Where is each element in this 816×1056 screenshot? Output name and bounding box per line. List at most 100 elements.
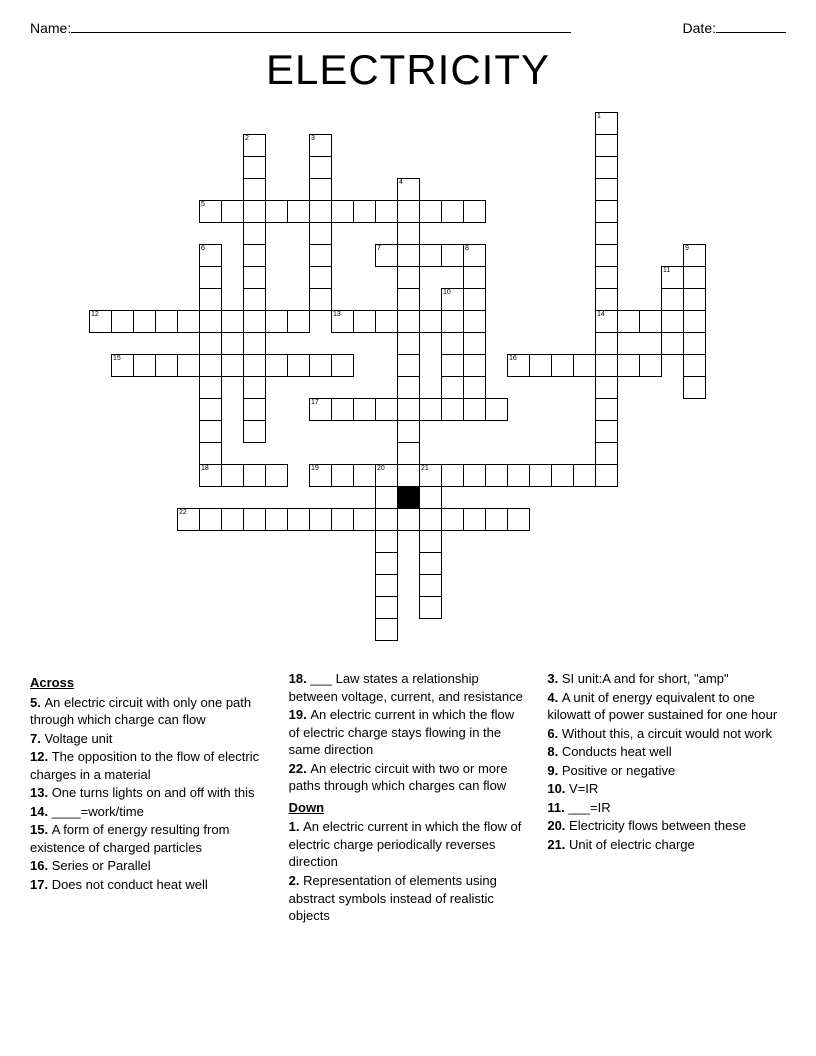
grid-cell[interactable] [155,310,178,333]
grid-cell[interactable] [243,288,266,311]
grid-cell[interactable] [243,464,266,487]
grid-cell[interactable] [243,222,266,245]
name-field[interactable]: Name: [30,20,571,36]
grid-cell[interactable] [309,508,332,531]
grid-cell[interactable] [419,530,442,553]
grid-cell[interactable] [133,354,156,377]
grid-cell[interactable] [199,508,222,531]
grid-cell[interactable] [331,508,354,531]
grid-cell[interactable]: 13 [331,310,354,333]
grid-cell[interactable] [683,332,706,355]
grid-cell[interactable] [309,244,332,267]
grid-cell[interactable] [441,310,464,333]
grid-cell[interactable]: 10 [441,288,464,311]
grid-cell[interactable] [243,332,266,355]
grid-cell[interactable] [595,420,618,443]
grid-cell[interactable] [595,156,618,179]
grid-cell[interactable] [441,200,464,223]
grid-cell[interactable] [287,310,310,333]
grid-cell[interactable] [397,420,420,443]
grid-cell[interactable] [639,354,662,377]
grid-cell[interactable] [375,508,398,531]
grid-cell[interactable] [353,200,376,223]
grid-cell[interactable] [595,266,618,289]
grid-cell[interactable] [199,288,222,311]
grid-cell[interactable] [177,310,200,333]
grid-cell[interactable] [331,398,354,421]
grid-cell[interactable] [375,398,398,421]
grid-cell[interactable] [243,178,266,201]
grid-cell[interactable]: 2 [243,134,266,157]
grid-cell[interactable] [463,200,486,223]
grid-cell[interactable] [155,354,178,377]
grid-cell[interactable] [243,156,266,179]
grid-cell[interactable] [375,596,398,619]
grid-cell[interactable] [419,398,442,421]
grid-cell[interactable] [309,156,332,179]
name-line[interactable] [71,32,571,33]
grid-cell[interactable] [485,464,508,487]
grid-cell[interactable] [595,376,618,399]
grid-cell[interactable]: 5 [199,200,222,223]
grid-cell[interactable] [199,376,222,399]
date-field[interactable]: Date: [683,20,786,36]
grid-cell[interactable] [661,310,684,333]
grid-cell[interactable] [661,288,684,311]
grid-cell[interactable] [243,310,266,333]
grid-cell[interactable] [375,618,398,641]
grid-cell[interactable] [441,354,464,377]
grid-cell[interactable] [595,222,618,245]
grid-cell[interactable] [331,464,354,487]
grid-cell[interactable] [221,200,244,223]
grid-cell[interactable] [595,354,618,377]
grid-cell[interactable] [243,508,266,531]
grid-cell[interactable] [595,442,618,465]
grid-cell[interactable] [639,310,662,333]
grid-cell[interactable] [199,442,222,465]
grid-cell[interactable] [221,464,244,487]
grid-cell[interactable] [573,354,596,377]
grid-cell[interactable] [111,310,134,333]
grid-cell[interactable]: 7 [375,244,398,267]
grid-cell[interactable] [353,398,376,421]
grid-cell[interactable] [485,508,508,531]
grid-cell[interactable] [507,464,530,487]
grid-cell[interactable]: 14 [595,310,618,333]
grid-cell[interactable] [287,200,310,223]
grid-cell[interactable] [419,310,442,333]
grid-cell[interactable] [133,310,156,333]
grid-cell[interactable] [419,200,442,223]
grid-cell[interactable] [419,508,442,531]
grid-cell[interactable] [375,552,398,575]
grid-cell[interactable] [595,134,618,157]
grid-cell[interactable] [463,332,486,355]
grid-cell[interactable]: 12 [89,310,112,333]
grid-cell[interactable] [397,354,420,377]
grid-cell[interactable] [397,222,420,245]
grid-cell[interactable] [243,420,266,443]
grid-cell[interactable] [463,310,486,333]
grid-cell[interactable] [419,596,442,619]
grid-cell[interactable] [551,464,574,487]
grid-cell[interactable] [309,222,332,245]
grid-cell[interactable] [463,398,486,421]
grid-cell[interactable] [353,310,376,333]
grid-cell[interactable] [265,464,288,487]
grid-cell[interactable] [375,574,398,597]
grid-cell[interactable] [265,354,288,377]
grid-cell[interactable] [221,354,244,377]
grid-cell[interactable] [661,332,684,355]
grid-cell[interactable] [243,398,266,421]
grid-cell[interactable] [441,244,464,267]
grid-cell[interactable] [199,354,222,377]
grid-cell[interactable]: 21 [419,464,442,487]
grid-cell[interactable] [221,310,244,333]
grid-cell[interactable] [397,310,420,333]
grid-cell[interactable] [683,354,706,377]
grid-cell[interactable] [441,508,464,531]
grid-cell[interactable] [397,508,420,531]
grid-cell[interactable] [419,244,442,267]
grid-cell[interactable] [331,354,354,377]
grid-cell[interactable]: 20 [375,464,398,487]
grid-cell[interactable] [265,310,288,333]
